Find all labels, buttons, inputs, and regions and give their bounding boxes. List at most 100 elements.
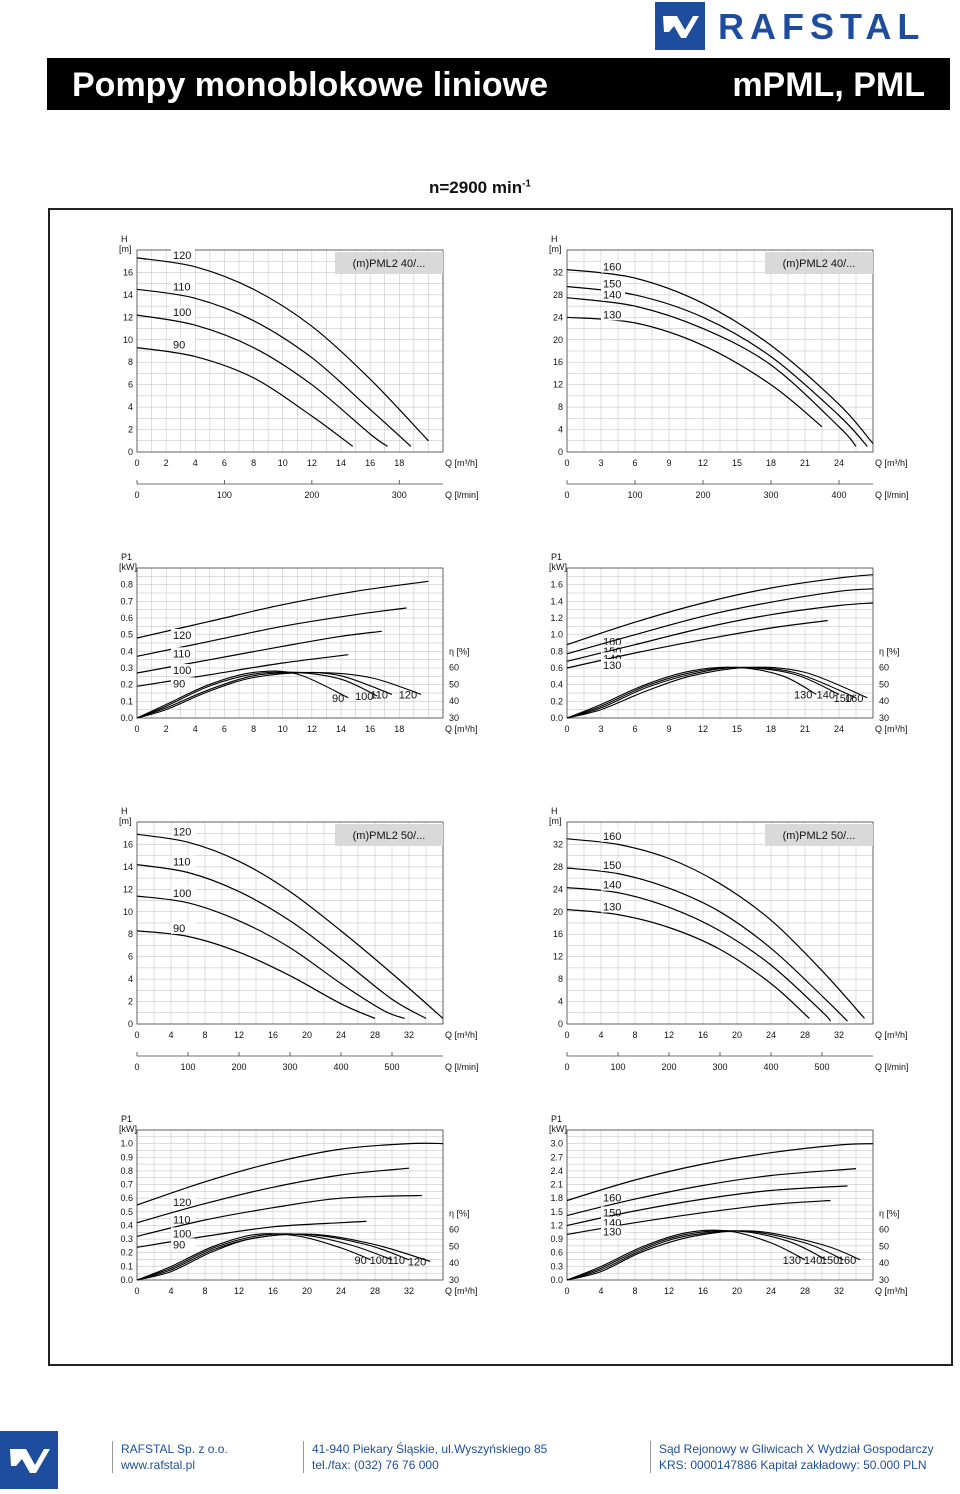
series-label: (m)PML2 50/... [783, 830, 856, 842]
y-tick-label: 0.2 [120, 1248, 133, 1258]
series-label: (m)PML2 50/... [353, 830, 426, 842]
footer-registry: Sąd Rejonowy w Gliwicach X Wydział Gospo… [650, 1441, 934, 1473]
series-label-bg [601, 260, 625, 273]
series-line [566, 316, 823, 428]
y-axis-label: H [551, 806, 558, 816]
series-label-bg [171, 248, 195, 261]
y-tick-label: 14 [123, 290, 133, 300]
eta-curve-label: 130 [794, 689, 812, 701]
y-axis-unit: [kW] [119, 562, 137, 572]
series-label-bg [171, 280, 195, 293]
series-line [136, 580, 429, 639]
y-axis-unit: [kW] [549, 1124, 567, 1134]
series-line [566, 285, 868, 447]
series-line [566, 574, 874, 646]
x2-tick-label: 400 [333, 1062, 348, 1072]
eta-axis-label: η [%] [449, 647, 470, 657]
x-tick-label: 12 [234, 1030, 244, 1040]
y-axis-label: P1 [551, 552, 562, 562]
x-axis-label: Q [m³/h] [445, 458, 478, 468]
x-tick-label: 3 [598, 724, 603, 734]
series-label-bg [601, 1191, 625, 1204]
y-tick-label: 0.4 [550, 680, 563, 690]
x-axis-label: Q [m³/h] [875, 724, 908, 734]
eta-curve-label: 90 [332, 693, 344, 705]
x-tick-label: 14 [336, 724, 346, 734]
y-tick-label: 0.0 [550, 1275, 563, 1285]
series-label-bg [601, 308, 625, 321]
series-line [566, 1168, 857, 1217]
chart-power-50-a: P1[kW] 0.0 0.1 0.2 0.3 0.4 0.5 0.6 0.7 0.8 0.9 1.0 0… [119, 1114, 478, 1296]
series-label: (m)PML2 40/... [353, 258, 426, 270]
footer-address-line: 41-940 Piekary Śląskie, ul.Wyszyńskiego … [312, 1442, 548, 1456]
y-tick-label: 0.3 [550, 1261, 563, 1271]
series-line [566, 297, 857, 447]
x-tick-label: 8 [632, 1286, 637, 1296]
y-tick-label: 6 [128, 380, 133, 390]
x2-tick-label: 300 [282, 1062, 297, 1072]
x2-tick-label: 300 [763, 490, 778, 500]
series-name-label: 130 [603, 1227, 621, 1239]
y-tick-label: 0 [558, 447, 563, 457]
y-tick-label: 0.2 [550, 696, 563, 706]
x-tick-label: 0 [134, 724, 139, 734]
x2-tick-label: 500 [814, 1062, 829, 1072]
x-tick-label: 32 [404, 1030, 414, 1040]
x-tick-label: 9 [666, 458, 671, 468]
series-line [136, 314, 388, 447]
eta-tick-label: 40 [879, 1258, 889, 1268]
x-tick-label: 12 [307, 458, 317, 468]
eta-tick-label: 50 [879, 679, 889, 689]
x-tick-label: 16 [698, 1030, 708, 1040]
series-label-bg [601, 1206, 625, 1219]
y-tick-label: 3.0 [550, 1139, 563, 1149]
series-line [566, 619, 828, 669]
series-line [136, 833, 444, 1019]
series-name-label: 100 [173, 307, 191, 319]
x-tick-label: 12 [234, 1286, 244, 1296]
x2-axis-label: Q [l/min] [445, 1062, 479, 1072]
x-tick-label: 16 [698, 1286, 708, 1296]
y-axis-label: P1 [121, 1114, 132, 1124]
x-tick-label: 0 [134, 458, 139, 468]
footer-website-link[interactable]: www.rafstal.pl [121, 1458, 196, 1472]
x-tick-label: 12 [664, 1030, 674, 1040]
eta-tick-label: 40 [879, 696, 889, 706]
footer-court: Sąd Rejonowy w Gliwicach X Wydział Gospo… [659, 1442, 934, 1456]
x2-tick-label: 100 [217, 490, 232, 500]
eta-tick-label: 50 [449, 679, 459, 689]
eta-curve [136, 671, 422, 719]
eta-curve [566, 1230, 844, 1281]
y-axis-label: P1 [551, 1114, 562, 1124]
y-tick-label: 28 [553, 290, 563, 300]
x-tick-label: 24 [766, 1286, 776, 1296]
x-axis-label: Q [m³/h] [445, 1286, 478, 1296]
y-axis-label: H [121, 806, 128, 816]
x-tick-label: 32 [834, 1286, 844, 1296]
y-axis-unit: [m] [549, 816, 562, 826]
footer-phone: tel./fax: (032) 76 76 000 [312, 1458, 439, 1472]
eta-curve [566, 666, 868, 719]
eta-curve-label: 150 [834, 693, 852, 705]
series-name-label: 130 [603, 902, 621, 914]
y-tick-label: 12 [553, 380, 563, 390]
eta-curve [566, 1230, 827, 1281]
y-tick-label: 2.7 [550, 1152, 563, 1162]
x-tick-label: 15 [732, 724, 742, 734]
x-tick-label: 0 [564, 724, 569, 734]
y-axis-label: H [551, 234, 558, 244]
y-tick-label: 20 [553, 335, 563, 345]
page-title: Pompy monoblokowe liniowe [72, 66, 549, 104]
y-tick-label: 16 [123, 839, 133, 849]
series-line [566, 269, 874, 444]
eta-curve [136, 671, 378, 719]
x-axis-label: Q [m³/h] [875, 1030, 908, 1040]
y-tick-label: 0.8 [550, 646, 563, 656]
y-tick-label: 0 [128, 1019, 133, 1029]
eta-tick-label: 30 [879, 713, 889, 723]
x-tick-label: 0 [134, 1286, 139, 1296]
y-tick-label: 2 [128, 997, 133, 1007]
y-tick-label: 8 [558, 402, 563, 412]
series-label: (m)PML2 40/... [783, 258, 856, 270]
eta-tick-label: 60 [449, 1224, 459, 1234]
